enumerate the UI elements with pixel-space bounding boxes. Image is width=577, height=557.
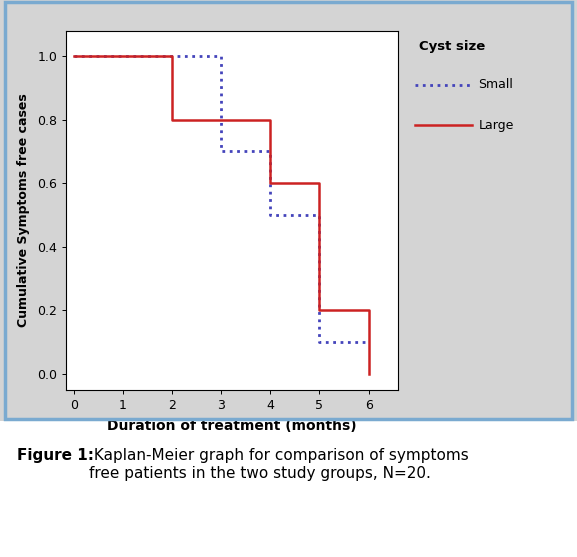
Large: [267, 116, 274, 123]
Text: Small: Small: [478, 79, 514, 91]
Small: [168, 53, 175, 60]
Line: Large: Large: [74, 56, 369, 374]
Small: [316, 339, 323, 345]
Small: [267, 212, 274, 218]
Small: [267, 148, 274, 155]
Large: [365, 307, 372, 314]
Small: [70, 53, 77, 60]
Text: Cyst size: Cyst size: [419, 40, 485, 52]
Small: [365, 339, 372, 345]
Text: Kaplan-Meier graph for comparison of symptoms
free patients in the two study gro: Kaplan-Meier graph for comparison of sym…: [89, 448, 469, 481]
Large: [365, 370, 372, 377]
Small: [218, 148, 224, 155]
Text: Large: Large: [478, 119, 514, 132]
X-axis label: Duration of treatment (months): Duration of treatment (months): [107, 419, 357, 433]
Small: [168, 53, 175, 60]
Large: [267, 180, 274, 187]
Text: Figure 1:: Figure 1:: [17, 448, 94, 463]
Small: [316, 212, 323, 218]
Large: [168, 53, 175, 60]
Small: [218, 53, 224, 60]
Line: Small: Small: [74, 56, 369, 342]
Large: [316, 307, 323, 314]
Large: [316, 180, 323, 187]
Large: [168, 116, 175, 123]
Large: [70, 53, 77, 60]
Y-axis label: Cumulative Symptoms free cases: Cumulative Symptoms free cases: [17, 94, 31, 327]
